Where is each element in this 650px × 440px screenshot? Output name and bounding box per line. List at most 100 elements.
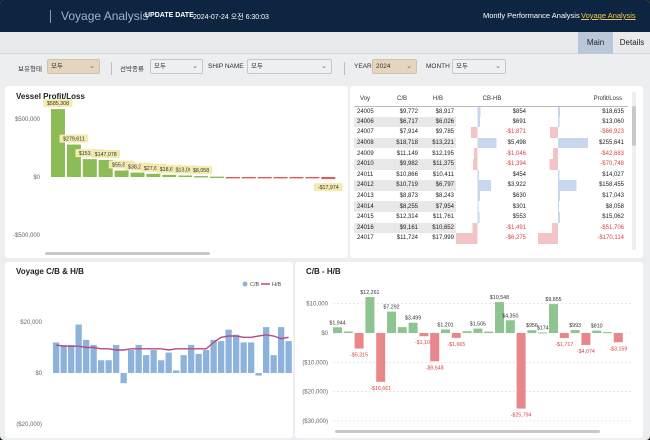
month-select[interactable]: 모두 ⌄	[452, 59, 506, 74]
cb-bar	[218, 341, 225, 373]
table-row[interactable]: 24013 $8,873 $8,243 $630 $17,043	[354, 190, 628, 202]
table-row[interactable]: 24009 $11,149 $12,195 -$1,046 -$42,683	[354, 148, 628, 159]
cell-voy: 24015	[357, 214, 374, 221]
data-label: $13,060	[176, 167, 195, 173]
table-row[interactable]: 24006 $6,717 $6,026 $691 $13,060	[354, 116, 628, 128]
cell-cb: $10,866	[396, 171, 418, 178]
tab-bar: Main Details	[0, 32, 650, 54]
filter-divider	[344, 62, 345, 75]
profit-loss-bar	[130, 172, 145, 177]
cell-cb: $18,718	[384, 137, 420, 149]
table-row[interactable]: 24007 $7,914 $9,785 -$1,871 -$66,923	[354, 127, 628, 138]
profit-loss-bar	[273, 177, 288, 179]
cell-hb: $10,652	[420, 222, 456, 234]
chevron-down-icon: ⌄	[495, 63, 501, 70]
profit-loss-bar	[146, 173, 161, 177]
cell-cb: $9,982	[384, 158, 420, 170]
shipname-select[interactable]: 모두 ⌄	[247, 59, 332, 74]
table-row[interactable]: 24005 $9,772 $8,917 $854 $18,635	[354, 106, 628, 117]
legend-label-cb: C/B	[250, 282, 260, 288]
cell-cb: $8,255	[384, 201, 420, 212]
cell-voy: 24011	[357, 171, 374, 178]
cb-hb-bar	[473, 328, 483, 333]
cell-cb: $11,149	[396, 150, 418, 157]
nav-monthly-performance-link[interactable]: Montly Performance Analysis	[483, 11, 580, 20]
cell-voy: 24013	[357, 193, 374, 200]
profit-loss-bar	[257, 177, 272, 179]
cell-cb-hb: $553	[456, 211, 528, 223]
cell-hb: $11,761	[432, 214, 454, 221]
cell-voy: 24005	[357, 108, 374, 115]
data-label: -$9,648	[426, 365, 444, 371]
data-label: $55,891	[112, 163, 131, 169]
cb-bar	[270, 355, 277, 373]
ownership-filter-label: 보유형태	[18, 66, 42, 73]
data-label: $10,548	[490, 295, 509, 301]
table-row[interactable]: 24014 $8,255 $7,954 $301 $8,058	[354, 201, 628, 212]
table-row[interactable]: 24010 $9,982 $11,375 -$1,394 -$70,748	[354, 158, 628, 170]
horizontal-scrollbar[interactable]	[45, 252, 210, 255]
data-label: -$1,108	[415, 340, 433, 346]
cell-profit-loss: -$66,923	[528, 127, 628, 138]
cb-hb-bar	[495, 302, 504, 333]
table-row[interactable]: 24008 $18,718 $13,221 $5,498 $255,641	[354, 137, 628, 149]
column-header-cb[interactable]: C/B	[384, 92, 420, 107]
column-header-hb[interactable]: H/B	[420, 92, 456, 107]
cb-bar	[128, 350, 135, 373]
profit-loss-bar	[305, 177, 320, 179]
cell-cb-hb: -$1,871	[456, 127, 528, 138]
table-row[interactable]: 24016 $9,161 $10,652 -$1,491 -$51,706	[354, 222, 628, 234]
data-label: $12,261	[360, 290, 379, 296]
horizontal-scrollbar[interactable]	[335, 430, 600, 433]
nav-voyage-analysis-link[interactable]: Voyage Analysis	[581, 11, 636, 20]
cell-voy: 24010	[354, 158, 384, 170]
ownership-select[interactable]: 모두 ⌄	[47, 59, 100, 74]
filter-bar: 보유형태 모두 ⌄ 선박종류 모두 ⌄ SHIP NAME 모두 ⌄ YEAR …	[0, 54, 650, 82]
cell-profit-loss: $255,641	[528, 137, 628, 149]
data-label-background	[59, 134, 89, 143]
data-label-background	[189, 166, 213, 175]
shiptype-select[interactable]: 모두 ⌄	[150, 59, 203, 74]
tab-main[interactable]: Main	[578, 32, 613, 54]
table-row[interactable]: 24017 $11,724 $17,999 -$6,275 -$170,114	[354, 233, 628, 244]
vessel-profit-loss-chart: $500,000 $0 -$500,000 $585,308 $279,611 $153,…	[13, 99, 343, 239]
cell-profit-loss: $15,062	[528, 211, 628, 223]
tab-details[interactable]: Details	[619, 38, 645, 47]
cell-hb: $8,917	[435, 108, 454, 115]
cell-cb-hb: $5,498	[456, 137, 528, 149]
cb-hb-bar	[603, 332, 612, 334]
cell-voy: 24012	[354, 180, 384, 191]
cb-hb-bar	[462, 331, 472, 333]
table-row[interactable]: 24015 $12,314 $11,761 $553 $15,062	[354, 211, 628, 223]
data-label: $1,505	[470, 322, 486, 328]
data-label: $4,350	[502, 313, 518, 319]
profit-loss-bar	[178, 175, 193, 177]
month-select-value: 모두	[456, 63, 468, 70]
y-tick-label: -$500,000	[13, 233, 41, 239]
data-label: $9,855	[545, 297, 561, 303]
cb-bar	[188, 344, 195, 373]
chevron-down-icon: ⌄	[321, 63, 327, 70]
cb-hb-bar	[505, 320, 515, 333]
cb-bar	[285, 341, 292, 373]
cell-cb-hb: -$1,394	[456, 158, 528, 170]
y-tick-label: $20,000	[20, 320, 42, 326]
cell-cb-hb: $454	[456, 169, 528, 181]
column-header-profit-loss[interactable]: Profit/Loss	[528, 92, 628, 107]
profit-loss-bar	[241, 177, 256, 179]
cell-cb: $12,314	[396, 214, 418, 221]
table-row[interactable]: 24011 $10,866 $10,411 $454 $14,027	[354, 169, 628, 181]
vertical-scrollbar[interactable]	[632, 106, 636, 146]
cell-hb: $10,411	[432, 171, 454, 178]
cb-bar	[180, 355, 187, 373]
data-label: $1,201	[437, 322, 453, 328]
year-select[interactable]: 2024 ⌄	[372, 59, 417, 74]
cell-profit-loss: $158,455	[528, 180, 628, 191]
table-row[interactable]: 24012 $10,719 $6,797 $3,922 $158,455	[354, 180, 628, 191]
cell-voy: 24014	[354, 201, 384, 212]
legend-label-hb: H/B	[272, 282, 282, 288]
profit-loss-bar	[321, 177, 336, 180]
column-header-cb-hb[interactable]: CB-HB	[456, 92, 528, 107]
column-header-voy[interactable]: Voy	[354, 92, 384, 107]
